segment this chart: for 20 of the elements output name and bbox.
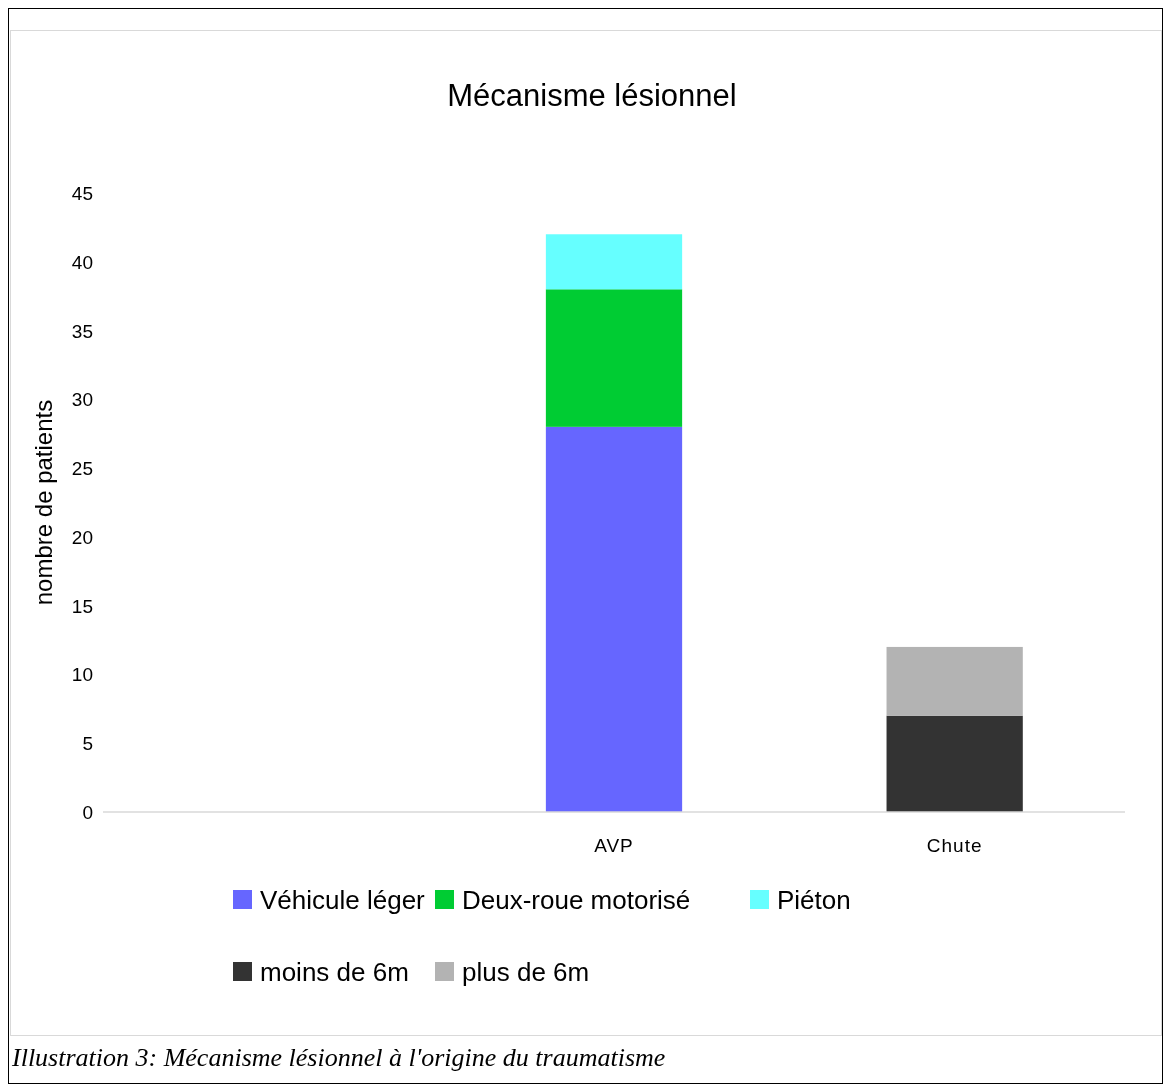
chart-title: Mécanisme lésionnel xyxy=(447,78,737,113)
y-tick-label: 45 xyxy=(71,183,93,204)
y-axis-title: nombre de patients xyxy=(30,399,57,606)
y-tick-label: 10 xyxy=(71,664,93,686)
y-tick-label: 35 xyxy=(71,320,93,342)
legend-label: Véhicule léger xyxy=(260,885,426,915)
y-tick-label: 40 xyxy=(71,251,93,273)
y-tick-label: 30 xyxy=(71,389,93,411)
legend-label: moins de 6m xyxy=(260,957,409,987)
legend-label: plus de 6m xyxy=(462,957,590,987)
y-tick-label: 15 xyxy=(71,595,93,617)
y-tick-label: 0 xyxy=(82,802,93,823)
y-tick-label: 25 xyxy=(71,458,93,480)
y-tick-label: 20 xyxy=(71,526,93,548)
legend-label: Deux-roue motorisé xyxy=(462,885,691,915)
text: Illustration 3: Mécanisme lésionnel à l'origine du traumatisme xyxy=(11,1043,666,1072)
x-tick-label: AVP xyxy=(594,835,634,856)
legend-label: Piéton xyxy=(777,885,851,915)
x-tick-label: Chute xyxy=(926,835,983,856)
y-tick-label: 5 xyxy=(82,733,93,755)
